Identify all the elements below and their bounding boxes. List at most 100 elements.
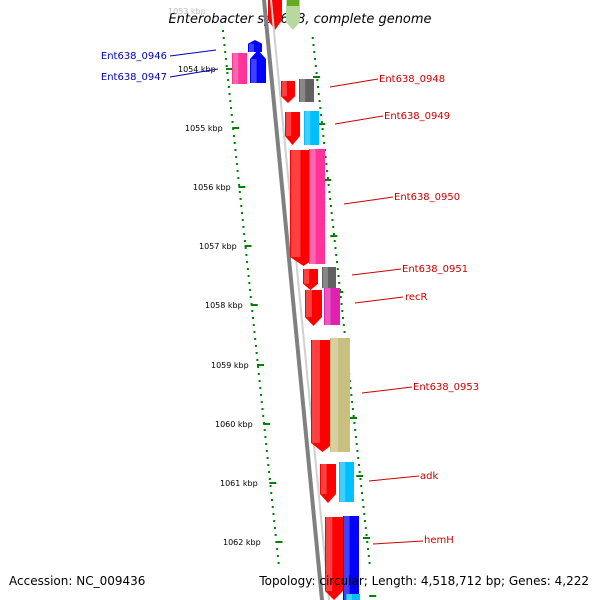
tick-dot — [367, 555, 370, 557]
major-tick — [250, 304, 258, 306]
tick-dot — [314, 58, 317, 60]
tick-dot — [277, 562, 280, 564]
tick-dot — [224, 51, 227, 53]
gene-label[interactable]: recR — [405, 292, 428, 303]
tick-dot — [225, 65, 228, 67]
gene-arrow-ent638-0951 — [303, 269, 318, 290]
tick-dot — [271, 499, 273, 501]
tick-dot — [334, 247, 337, 249]
tick-dot — [242, 226, 245, 228]
major-tick — [269, 482, 277, 484]
tick-dot — [224, 58, 227, 60]
tick-dot — [229, 100, 232, 102]
tick-dot — [232, 135, 235, 137]
tick-dot — [357, 464, 360, 466]
gene-label-leader — [343, 196, 394, 205]
tick-dot — [353, 422, 356, 424]
major-tick — [238, 186, 246, 188]
tick-dot — [253, 331, 256, 333]
tick-dot — [317, 86, 320, 88]
tick-dot — [333, 240, 336, 242]
tick-dot — [339, 289, 342, 291]
tick-dot — [233, 142, 236, 144]
gene-arrow-hemH — [325, 517, 343, 600]
tick-dot — [230, 114, 233, 116]
major-tick — [257, 364, 264, 366]
major-tick — [226, 68, 234, 70]
gene-label[interactable]: Ent638_0953 — [413, 382, 479, 393]
tick-dot — [368, 562, 371, 564]
tick-dot — [248, 282, 251, 284]
tick-dot — [227, 86, 230, 88]
tick-dot — [314, 65, 317, 67]
major-tick — [232, 127, 240, 129]
gene-label[interactable]: Ent638_0946 — [101, 51, 167, 62]
backbone-shadow — [270, 0, 330, 600]
tick-dot — [265, 443, 268, 445]
tick-dot — [331, 219, 334, 221]
tick-dot — [337, 275, 340, 277]
gene-box-ent638-0953 — [330, 338, 350, 452]
tick-dot — [335, 254, 338, 256]
gene-label[interactable]: hemH — [424, 535, 454, 546]
gene-label[interactable]: Ent638_0950 — [394, 192, 460, 203]
gene-box-hemH — [343, 516, 359, 600]
gene-arrow-adk — [320, 464, 336, 503]
tick-dot — [321, 128, 324, 130]
gene-label[interactable]: Ent638_0949 — [384, 111, 450, 122]
gene-box-ent638-0951 — [322, 267, 336, 288]
scale-label: 1056 kbp — [193, 183, 231, 192]
scale-label: 1061 kbp — [220, 479, 258, 488]
tick-dot — [361, 499, 364, 501]
tick-dot — [313, 51, 316, 53]
tick-dot — [327, 184, 330, 186]
tick-dot — [238, 184, 241, 186]
tick-dot — [235, 163, 238, 165]
gene-box-ent638-0950 — [309, 149, 325, 264]
tick-dot — [249, 296, 252, 298]
tick-dot — [340, 303, 343, 305]
genome-backbone — [262, 0, 324, 600]
gene-arrow-recR — [305, 290, 322, 326]
gene-label-leader — [361, 386, 413, 394]
tick-dot — [315, 72, 318, 74]
tick-dot — [254, 345, 257, 347]
gene-box-recR — [324, 288, 340, 325]
tick-dot — [244, 247, 247, 249]
tick-dot — [351, 408, 354, 410]
tick-dot — [349, 387, 352, 389]
tick-dot — [357, 457, 360, 459]
tick-dot — [326, 170, 329, 172]
gene-label[interactable]: Ent638_0948 — [379, 74, 445, 85]
tick-dot — [247, 275, 250, 277]
gene-features — [232, 40, 360, 600]
tick-dot — [341, 310, 344, 312]
gene-label-leader — [169, 68, 219, 78]
tick-dot — [320, 121, 323, 123]
gene-label[interactable]: Ent638_0947 — [101, 72, 167, 83]
major-tick — [275, 541, 283, 543]
gene-label[interactable]: adk — [420, 471, 438, 482]
tick-dot — [358, 471, 361, 473]
tick-dot — [356, 450, 359, 452]
tick-dot — [366, 541, 369, 543]
tick-dot — [274, 534, 277, 536]
tick-dot — [276, 555, 279, 557]
tick-dot — [319, 107, 322, 109]
gene-label[interactable]: Ent638_0951 — [402, 264, 468, 275]
tick-dot — [257, 366, 260, 368]
tick-dot — [342, 324, 345, 326]
tick-dot — [364, 520, 367, 522]
tick-dot — [317, 93, 320, 95]
tick-dot — [329, 205, 332, 207]
minor-tick — [362, 537, 370, 539]
tick-dot — [330, 212, 333, 214]
gene-labels: Ent638_0946 Ent638_0947 Ent638_0948 Ent638_… — [101, 49, 479, 546]
tick-dot — [241, 219, 244, 221]
tick-dot — [339, 296, 342, 298]
tick-dot — [363, 513, 366, 515]
tick-dot — [324, 156, 327, 158]
tick-dot — [223, 44, 226, 46]
tick-dot — [265, 450, 268, 452]
